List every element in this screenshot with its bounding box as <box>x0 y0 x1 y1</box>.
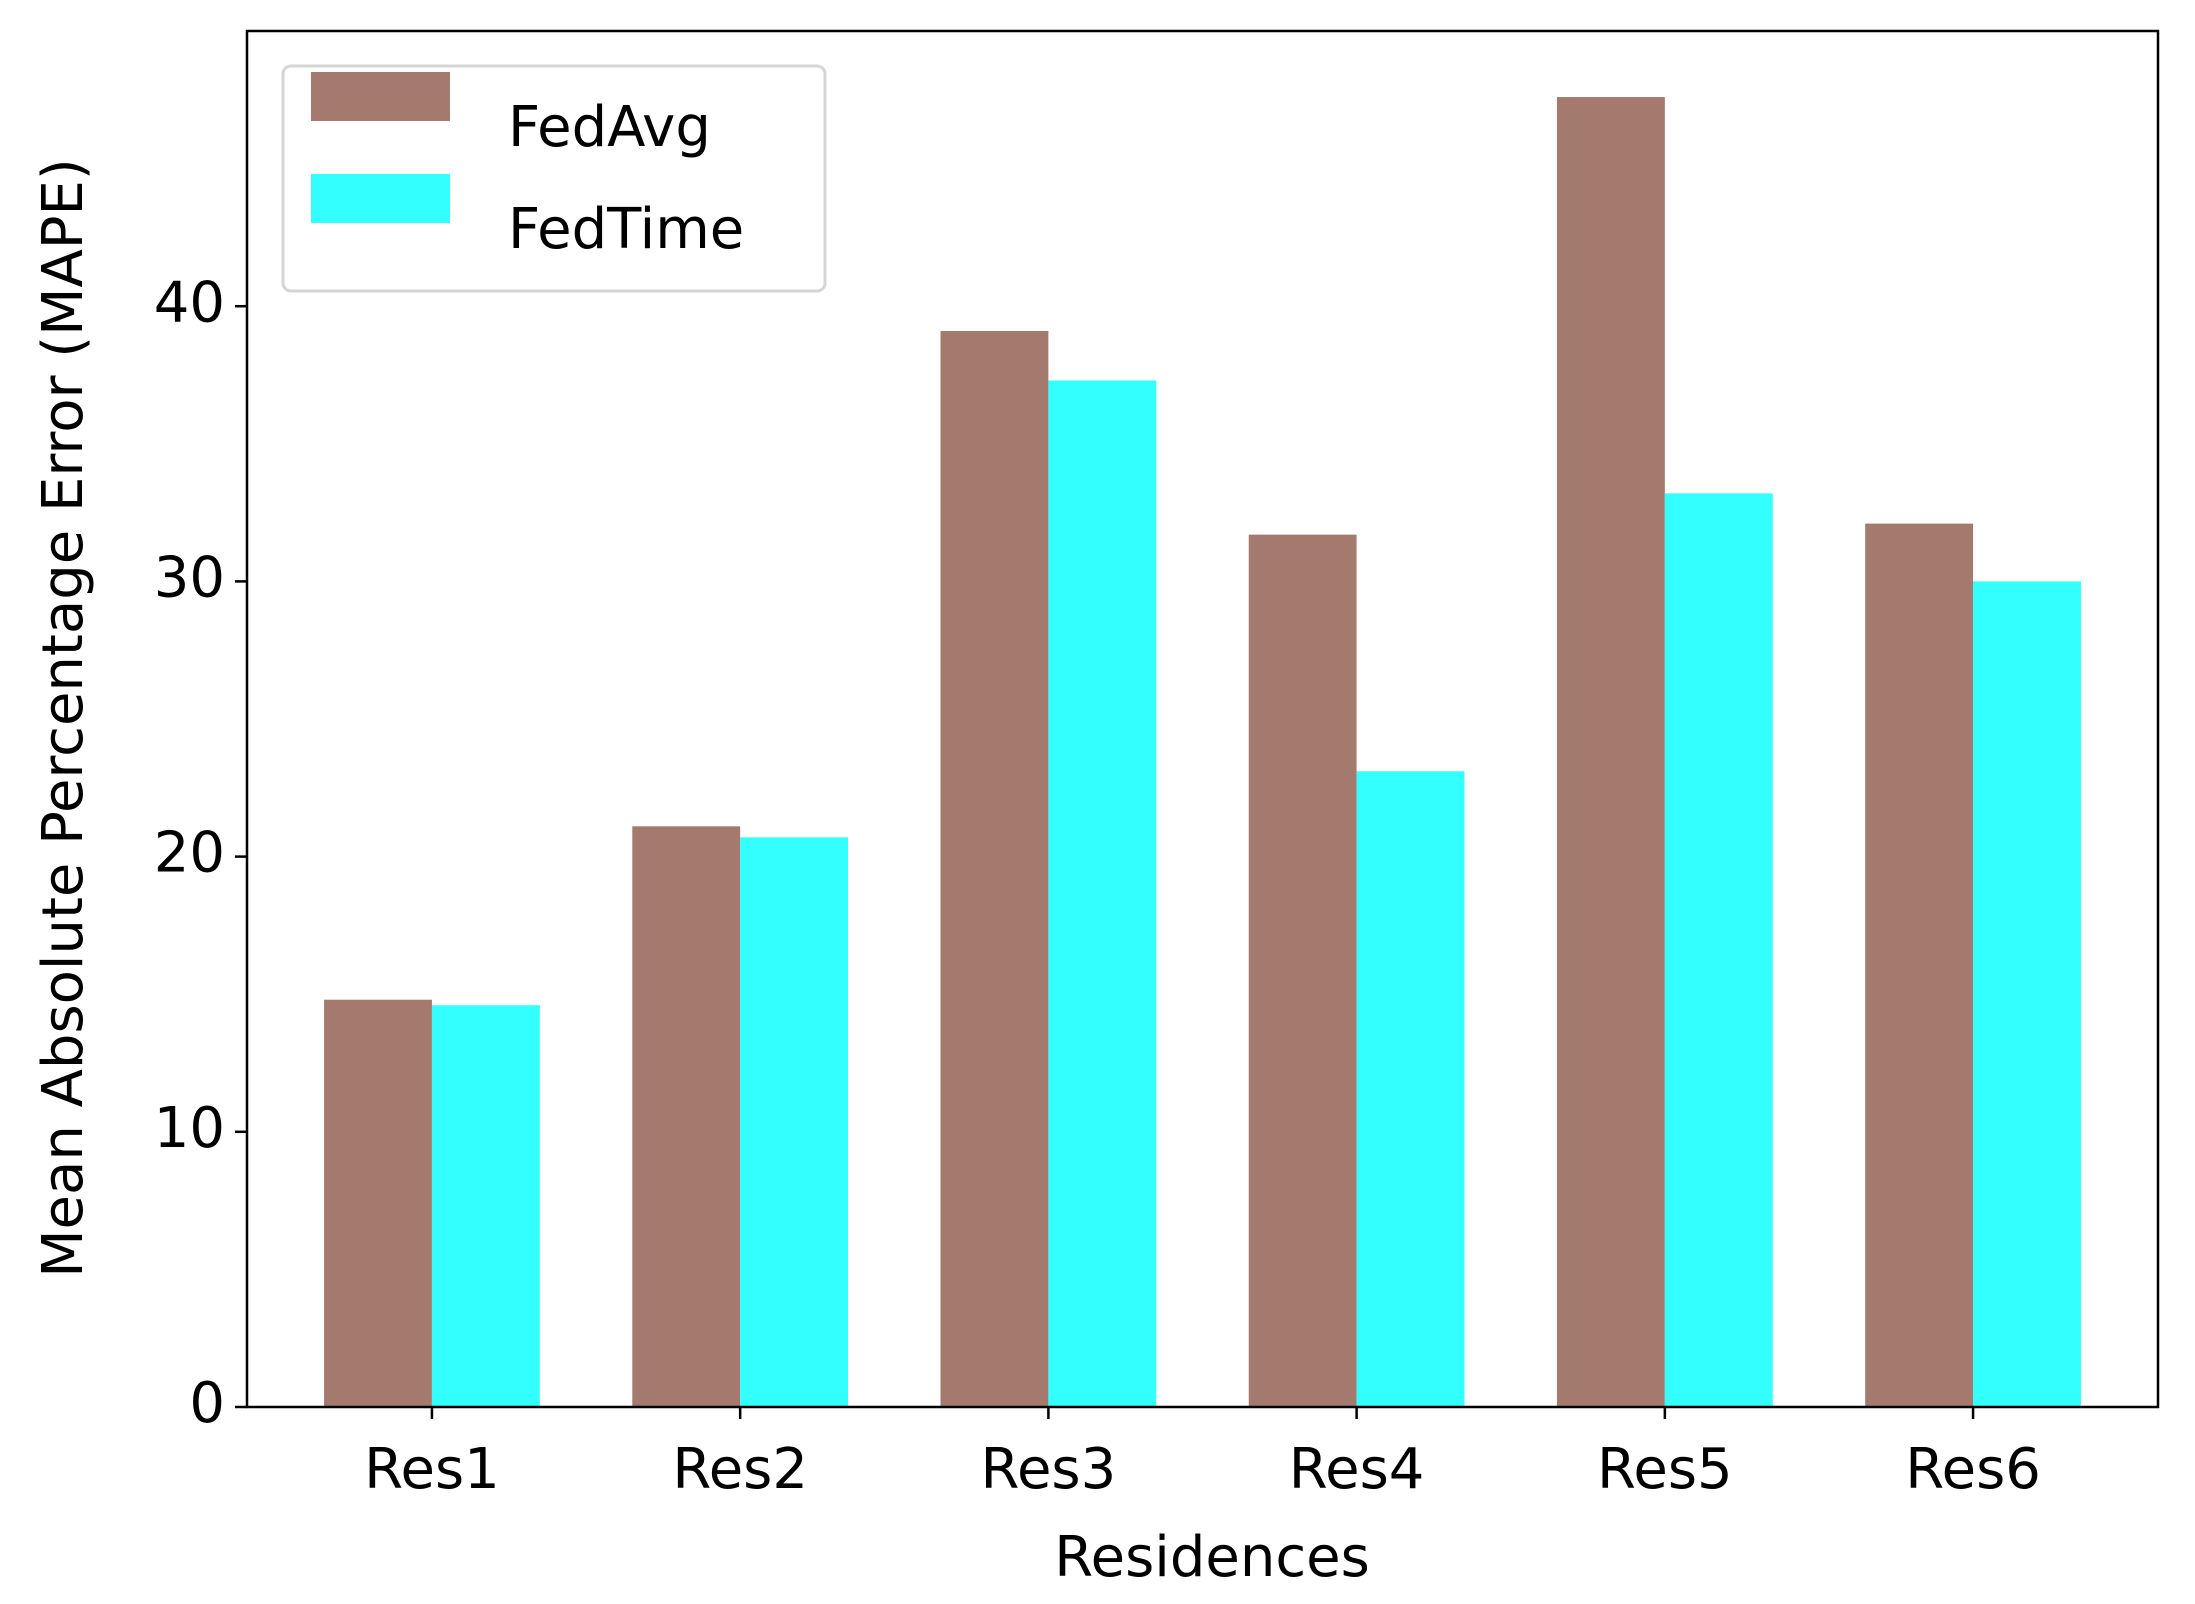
legend-swatch <box>311 174 450 223</box>
x-tick-label: Res2 <box>672 1437 808 1502</box>
bar <box>431 1005 540 1407</box>
y-tick-label: 20 <box>154 821 225 886</box>
legend-box <box>281 64 827 293</box>
legend-label: FedTime <box>508 197 744 262</box>
bar <box>940 330 1049 1407</box>
bar <box>1048 380 1157 1407</box>
x-tick-label: Res6 <box>1905 1437 2041 1502</box>
y-tick-label: 40 <box>154 270 225 335</box>
bar <box>1248 534 1357 1407</box>
y-axis-label: Mean Absolute Percentage Error (MAPE) <box>31 158 96 1278</box>
bar <box>324 999 432 1407</box>
bar <box>1556 97 1665 1408</box>
y-tick-label: 0 <box>189 1371 225 1436</box>
bar <box>632 826 741 1407</box>
x-tick-label: Res4 <box>1289 1437 1425 1502</box>
y-tick-label: 30 <box>154 546 225 611</box>
bar <box>740 837 849 1407</box>
bar <box>1356 771 1465 1407</box>
plot-frame <box>245 29 2160 1409</box>
x-tick-label: Res5 <box>1597 1437 1733 1502</box>
y-tick-label: 10 <box>154 1096 225 1161</box>
bar <box>1865 523 1974 1407</box>
legend-label: FedAvg <box>508 95 711 160</box>
x-tick-label: Res3 <box>981 1437 1117 1502</box>
legend-swatch <box>311 72 450 121</box>
bar <box>1664 493 1773 1407</box>
x-tick-label: Res1 <box>364 1437 500 1502</box>
bar <box>1973 581 2081 1407</box>
legend: FedAvg FedTime <box>281 64 827 293</box>
x-axis-label: Residences <box>1054 1525 1370 1590</box>
